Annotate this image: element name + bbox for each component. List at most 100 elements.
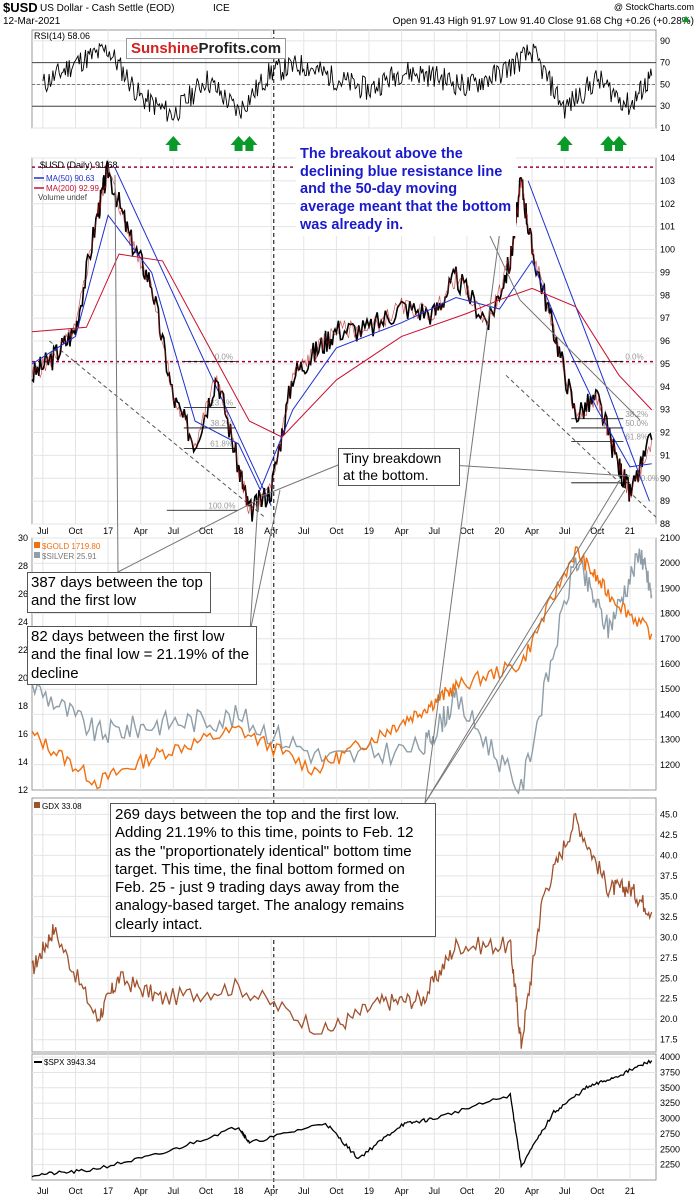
gold-axis-tick-label: 2000 [660,558,680,568]
usd-x-tick-label: Oct [590,526,605,536]
usd-axis-tick-label: 100 [660,245,675,255]
gold-axis-tick-label: 1400 [660,709,680,719]
callout-pointer-line [249,489,281,633]
usd-x-tick-label: Jul [428,526,440,536]
spx-x-tick-label: Apr [525,1186,539,1196]
callout-tiny-breakdown: Tiny breakdown at the bottom. [338,448,460,487]
up-arrow-icon [556,136,573,151]
fibonacci-label: 23.6% [210,398,233,407]
spx-x-tick-label: Oct [460,1186,475,1196]
silver-axis-tick-label: 14 [18,757,28,767]
callout-pointer-line [424,229,501,804]
gold-axis-tick-label: 1300 [660,735,680,745]
gdx-axis-tick-label: 37.5 [660,871,678,881]
ma200-legend: MA(200) 92.99 [46,184,99,193]
usd-axis-tick-label: 96 [660,336,670,346]
spx-axis-tick-label: 2250 [660,1160,680,1170]
callout-pointer-line [114,174,119,573]
usd-x-tick-label: Oct [460,526,475,536]
callout-387-days: 387 days between the top and the first l… [27,572,211,613]
rsi-axis-tick-label: 30 [660,101,670,111]
silver-axis-tick-label: 18 [18,701,28,711]
spx-series-line [31,1059,653,1178]
spx-axis-tick-label: 2500 [660,1144,680,1154]
logo-part-1: Sunshine [131,40,199,57]
symbol-description: US Dollar - Cash Settle (EOD) [40,3,174,14]
declining-resistance-line [114,166,272,506]
gdx-axis-tick-label: 27.5 [660,953,678,963]
spx-x-tick-label: 21 [625,1186,635,1196]
silver-axis-tick-label: 20 [18,673,28,683]
usd-axis-tick-label: 104 [660,153,675,163]
usd-axis-tick-label: 92 [660,428,670,438]
spx-axis-tick-label: 3000 [660,1114,680,1124]
usd-x-tick-label: 18 [234,526,244,536]
up-arrow-icon [611,136,628,151]
spx-title: $SPX 3943.34 [44,1058,96,1067]
usd-x-tick-label: Oct [199,526,214,536]
gdx-axis-tick-label: 32.5 [660,912,678,922]
gdx-axis-tick-label: 40.0 [660,850,678,860]
usd-title: $USD (Daily) 91.68 [40,160,118,170]
spx-axis-tick-label: 4000 [660,1052,680,1062]
spx-x-tick-label: Jul [559,1186,571,1196]
spx-x-tick-label: Apr [264,1186,278,1196]
usd-x-tick-label: 17 [103,526,113,536]
spx-x-tick-label: 19 [364,1186,374,1196]
spx-axis-tick-label: 3500 [660,1083,680,1093]
fibonacci-label: 100.0% [208,501,235,510]
usd-x-tick-label: Apr [395,526,409,536]
gdx-title: GDX 33.08 [42,802,82,811]
callout-pointer-line [249,499,259,633]
spx-panel [31,1053,657,1181]
gdx-axis-tick-label: 35.0 [660,891,678,901]
fibonacci-label: 38.2% [210,419,233,428]
usd-x-tick-label: 20 [494,526,504,536]
silver-axis-tick-label: 28 [18,561,28,571]
callout-pointer-line [424,479,621,804]
rsi-series-line [42,42,653,122]
gold-series-line [31,546,653,790]
usd-axis-tick-label: 99 [660,267,670,277]
gdx-axis-tick-label: 25.0 [660,973,678,983]
fibonacci-label: 61.8% [625,433,648,442]
spx-axis-tick-label: 3250 [660,1098,680,1108]
silver-axis-tick-label: 12 [18,785,28,795]
usd-x-tick-label: Oct [68,526,83,536]
spx-x-tick-label: 17 [103,1186,113,1196]
usd-x-tick-label: Apr [134,526,148,536]
gdx-axis-tick-label: 30.0 [660,932,678,942]
chart-header: $USD US Dollar - Cash Settle (EOD) ICE @… [3,0,694,27]
gold-axis-tick-label: 1800 [660,609,680,619]
volume-legend: Volume undef [38,193,88,202]
gold-legend-swatch [34,542,40,548]
symbol-title: $USD [3,0,38,15]
gdx-axis-tick-label: 17.5 [660,1035,678,1045]
callout-pointer-line [519,299,641,421]
gdx-axis-tick-label: 45.0 [660,809,678,819]
spx-x-tick-label: Oct [68,1186,83,1196]
silver-axis-tick-label: 24 [18,617,28,627]
spx-x-tick-label: Jul [298,1186,310,1196]
support-line-dashed [505,374,657,518]
silver-series-line [31,548,653,795]
fibonacci-label: 0.0% [625,353,643,362]
usd-x-tick-label: 19 [364,526,374,536]
gold-legend: $GOLD 1719.80 [42,542,101,551]
silver-axis-tick-label: 16 [18,729,28,739]
rsi-axis-tick-label: 50 [660,79,670,89]
usd-x-tick-label: Apr [525,526,539,536]
gdx-axis-tick-label: 20.0 [660,1014,678,1024]
callout-pointer-line [449,464,631,477]
ma50-line [31,214,652,491]
spx-x-tick-label: Oct [199,1186,214,1196]
usd-axis-tick-label: 89 [660,496,670,506]
spx-x-tick-label: Oct [329,1186,344,1196]
sunshine-profits-logo: SunshineProfits.com [126,38,287,59]
spx-x-tick-label: Oct [590,1186,605,1196]
callout-pointer-line [489,235,521,301]
usd-x-tick-label: Jul [168,526,180,536]
spx-axis-tick-label: 3750 [660,1067,680,1077]
usd-axis-tick-label: 95 [660,359,670,369]
ohlc-readout: Open 91.43 High 91.97 Low 91.40 Close 91… [393,16,694,27]
